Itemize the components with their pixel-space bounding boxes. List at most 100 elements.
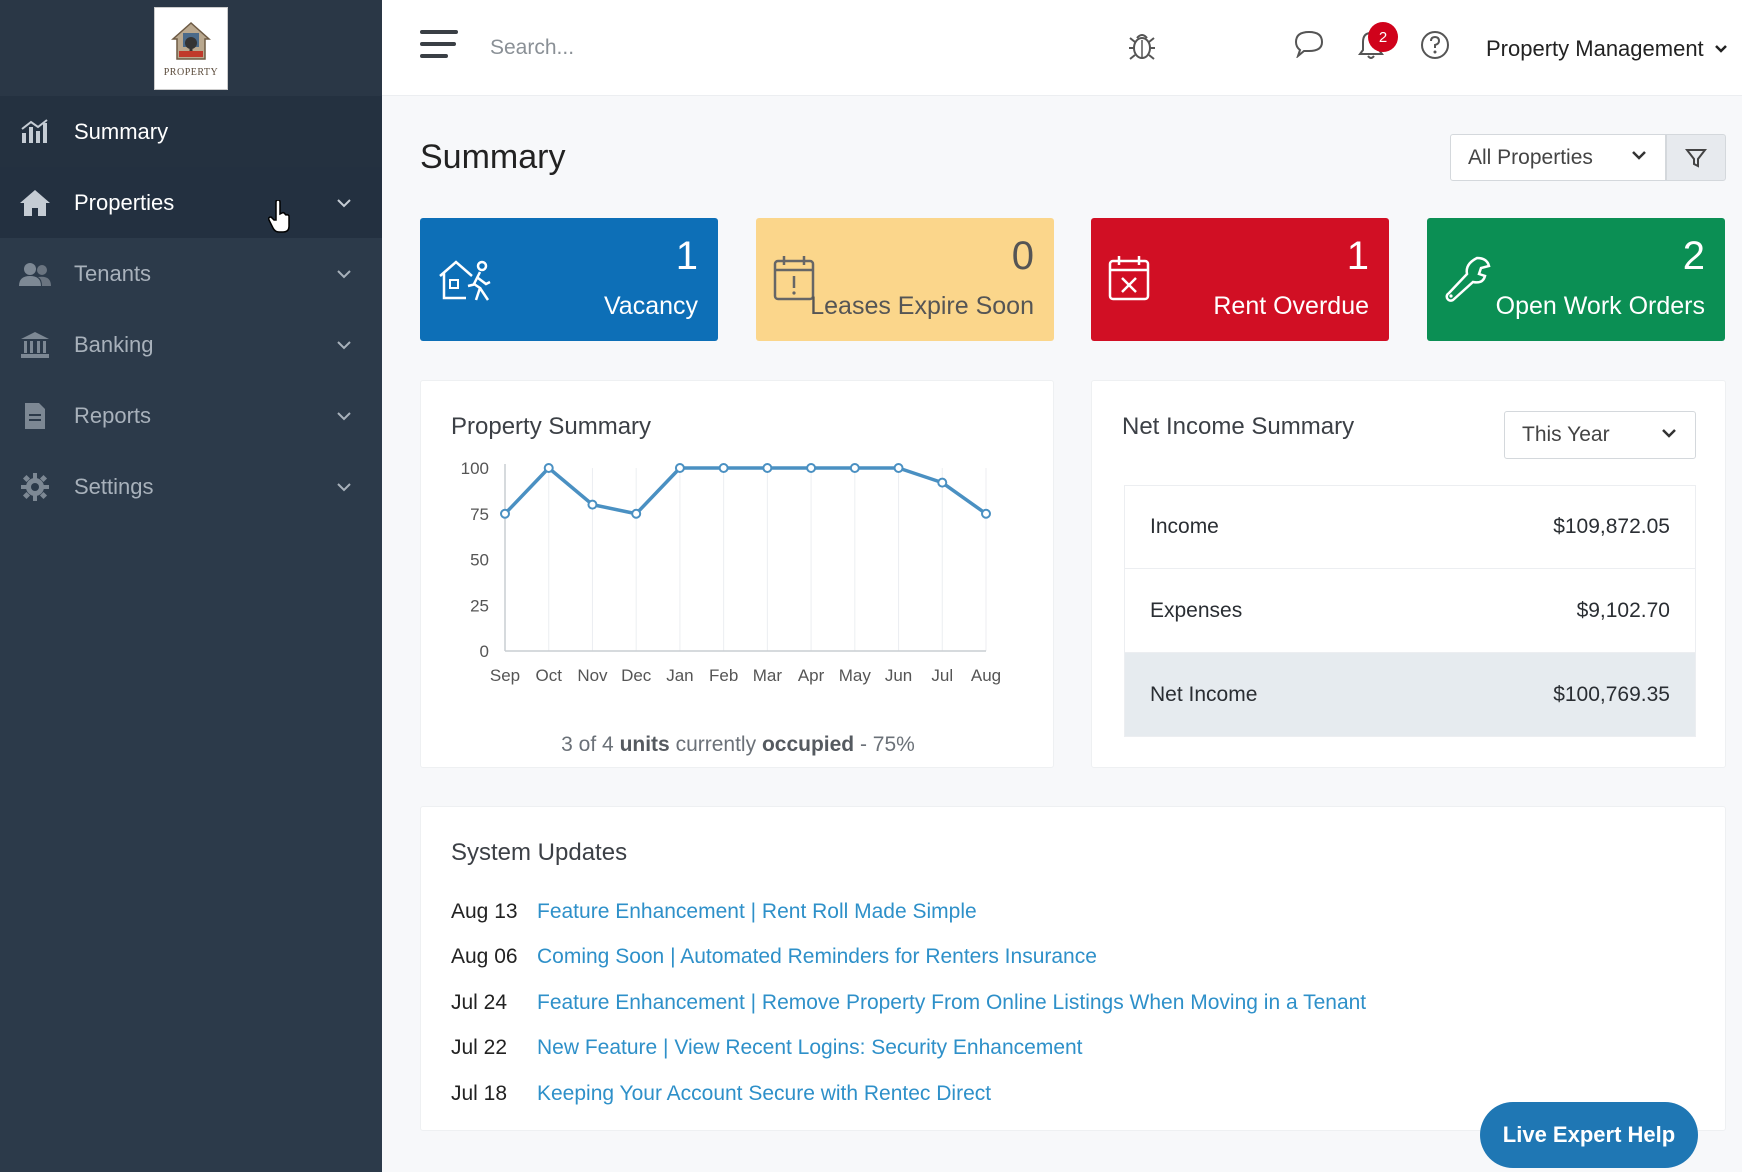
card-title: System Updates — [451, 839, 628, 866]
topbar: 2 Property Management — [382, 0, 1742, 96]
update-date: Aug 06 — [451, 945, 518, 969]
x-tick-label: Nov — [577, 666, 608, 685]
occupancy-of: of — [578, 733, 597, 756]
data-point — [631, 508, 642, 519]
kpi-vacancy-card[interactable]: 1 Vacancy — [420, 218, 718, 341]
period-select-value: This Year — [1522, 423, 1610, 446]
currently-word: currently — [675, 733, 757, 756]
card-title: Property Summary — [451, 413, 652, 440]
y-tick-label: 25 — [470, 596, 489, 615]
table-row: Income $109,872.05 — [1124, 485, 1696, 569]
company-logo[interactable]: PROPERTY — [154, 6, 228, 90]
gear-icon — [18, 472, 52, 502]
sidebar-item-label: Banking — [74, 331, 154, 357]
chart-icon — [18, 117, 52, 147]
sidebar-item-properties[interactable]: Properties — [0, 167, 382, 238]
home-icon — [18, 188, 52, 218]
occupancy-summary: 3 of 4 units currently occupied - 75% — [421, 733, 1055, 757]
x-tick-label: Feb — [709, 666, 738, 685]
live-expert-help-button[interactable]: Live Expert Help — [1480, 1102, 1698, 1168]
x-tick-label: Oct — [536, 666, 563, 685]
table-row: Expenses $9,102.70 — [1124, 569, 1696, 653]
page-title: Summary — [420, 138, 566, 176]
update-link[interactable]: Coming Soon | Automated Reminders for Re… — [537, 945, 1097, 969]
update-date: Aug 13 — [451, 899, 518, 923]
update-link[interactable]: Feature Enhancement | Rent Roll Made Sim… — [537, 899, 977, 923]
chevron-down-icon — [337, 340, 351, 349]
kpi-leases-card[interactable]: 0 Leases Expire Soon — [756, 218, 1054, 341]
system-updates-card: System Updates Aug 13 Feature Enhancemen… — [420, 806, 1726, 1131]
list-item: Jul 18 Keeping Your Account Secure with … — [451, 1071, 1366, 1117]
sidebar-item-reports[interactable]: Reports — [0, 380, 382, 451]
sidebar-item-summary[interactable]: Summary — [0, 96, 382, 167]
y-tick-label: 50 — [470, 551, 489, 570]
chat-icon[interactable] — [1294, 30, 1324, 58]
property-summary-card: Property Summary 0 25 50 75 100 Sep Oct Nov Dec J… — [420, 380, 1054, 768]
data-point — [587, 499, 598, 510]
property-select[interactable]: All Properties — [1450, 134, 1666, 181]
net-income-table: Income $109,872.05 Expenses $9,102.70 Ne… — [1124, 485, 1696, 737]
hand-cursor-icon — [268, 200, 290, 233]
sidebar-item-label: Reports — [74, 402, 152, 428]
kpi-rent-overdue-card[interactable]: 1 Rent Overdue — [1091, 218, 1389, 341]
help-icon[interactable] — [1420, 30, 1450, 60]
chevron-down-icon — [1632, 151, 1646, 160]
update-link[interactable]: Feature Enhancement | Remove Property Fr… — [537, 990, 1367, 1014]
x-tick-label: Jul — [931, 666, 953, 685]
account-name: Property Management — [1486, 36, 1704, 61]
data-point — [718, 463, 729, 473]
chevron-down-icon — [337, 198, 351, 207]
row-value: $9,102.70 — [1576, 598, 1670, 622]
kpi-label: Vacancy — [603, 292, 698, 320]
list-item: Aug 06 Coming Soon | Automated Reminders… — [451, 935, 1366, 981]
chevron-down-icon — [1662, 429, 1676, 438]
update-link[interactable]: New Feature | View Recent Logins: Securi… — [537, 1036, 1083, 1060]
data-point — [543, 463, 554, 473]
notification-badge: 2 — [1368, 22, 1398, 52]
units-word: units — [619, 733, 670, 756]
bug-icon[interactable] — [1128, 30, 1156, 62]
filter-button[interactable] — [1666, 134, 1726, 181]
y-tick-label: 0 — [480, 642, 489, 661]
net-income-card: Net Income Summary This Year Income $109… — [1091, 380, 1726, 768]
sidebar-item-banking[interactable]: Banking — [0, 309, 382, 380]
update-date: Jul 18 — [451, 1081, 508, 1105]
data-point — [937, 477, 948, 488]
sidebar-item-tenants[interactable]: Tenants — [0, 238, 382, 309]
row-value: $100,769.35 — [1553, 682, 1670, 706]
card-title: Net Income Summary — [1122, 413, 1355, 440]
update-date: Jul 22 — [451, 1036, 508, 1060]
sidebar-item-label: Summary — [74, 118, 169, 144]
total-count: 4 — [602, 733, 614, 756]
data-point — [500, 508, 510, 519]
account-menu[interactable]: Property Management — [1486, 36, 1728, 62]
period-select[interactable]: This Year — [1504, 411, 1696, 459]
row-label: Expenses — [1150, 598, 1243, 622]
data-point — [849, 463, 860, 473]
calendar-x-icon — [1108, 256, 1150, 301]
data-point — [893, 463, 904, 473]
update-date: Jul 24 — [451, 990, 508, 1014]
x-tick-label: Aug — [971, 666, 1001, 685]
list-item: Aug 13 Feature Enhancement | Rent Roll M… — [451, 889, 1366, 935]
x-tick-label: May — [839, 666, 872, 685]
sidebar-item-settings[interactable]: Settings — [0, 451, 382, 522]
search-input[interactable] — [490, 26, 990, 70]
bank-icon — [18, 330, 52, 360]
sidebar: PROPERTY Summary Properties Tenants Bank… — [0, 0, 382, 1172]
property-select-value: All Properties — [1468, 145, 1593, 169]
kpi-work-orders-card[interactable]: 2 Open Work Orders — [1427, 218, 1725, 341]
users-icon — [18, 259, 52, 289]
menu-toggle-icon[interactable] — [420, 30, 458, 64]
chevron-down-icon — [337, 482, 351, 491]
data-point — [762, 463, 773, 473]
x-tick-label: Jan — [666, 666, 693, 685]
chevron-down-icon — [1714, 45, 1727, 53]
kpi-value: 1 — [675, 234, 698, 278]
list-item: Jul 24 Feature Enhancement | Remove Prop… — [451, 980, 1366, 1026]
filter-icon — [1685, 148, 1707, 168]
logo-text: PROPERTY — [163, 66, 219, 78]
list-item: Jul 22 New Feature | View Recent Logins:… — [451, 1026, 1366, 1072]
occupied-word: occupied — [761, 733, 855, 756]
update-link[interactable]: Keeping Your Account Secure with Rentec … — [537, 1081, 992, 1105]
